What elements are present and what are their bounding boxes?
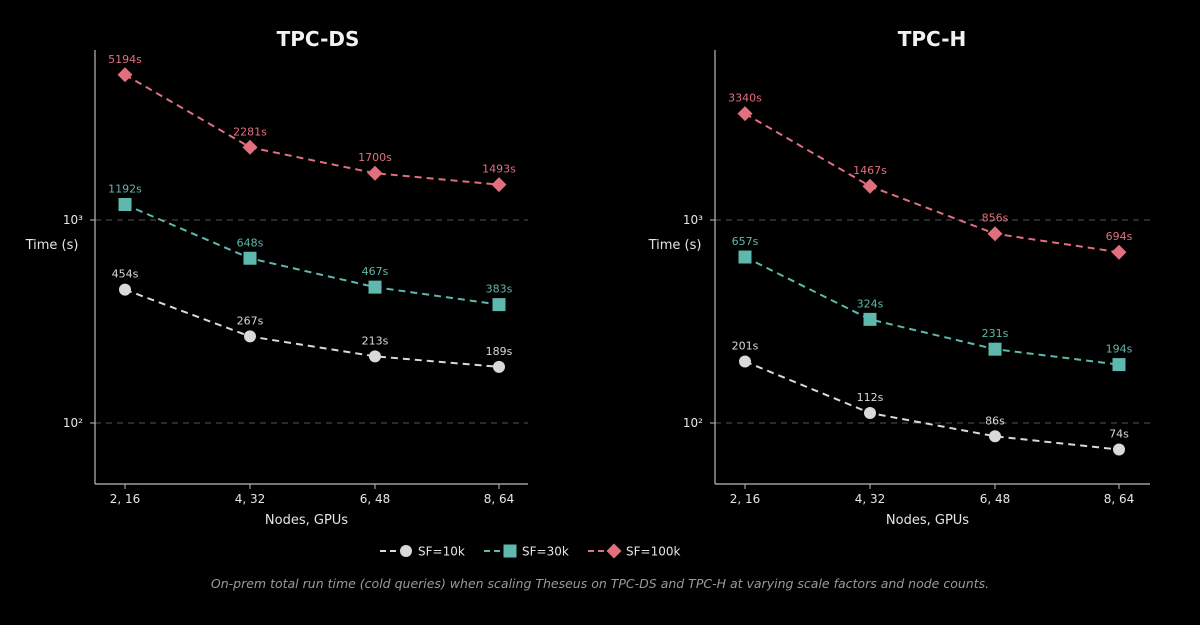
data-label-sf-30k: 1192s xyxy=(108,183,142,196)
y-tick-label: 10² xyxy=(63,416,83,430)
data-point-sf-30k xyxy=(1112,358,1126,372)
data-point-sf-10k xyxy=(119,283,131,296)
data-point-sf-100k xyxy=(862,178,878,194)
data-point-sf-30k xyxy=(863,312,877,326)
series-line-sf-10k xyxy=(744,360,1120,451)
data-label-sf-10k: 112s xyxy=(857,391,884,404)
legend-marker-sf-10k xyxy=(400,545,412,557)
series-line-sf-30k xyxy=(124,203,500,306)
data-label-sf-100k: 1700s xyxy=(358,151,392,164)
x-tick-label: 8, 64 xyxy=(484,492,515,506)
data-label-sf-100k: 1493s xyxy=(482,163,516,176)
series-line-sf-100k xyxy=(124,73,500,186)
y-tick-label: 10³ xyxy=(63,213,83,227)
data-point-sf-10k xyxy=(493,360,505,373)
data-point-sf-100k xyxy=(367,165,383,181)
x-tick-label: 2, 16 xyxy=(110,492,141,506)
data-point-sf-10k xyxy=(739,355,751,368)
data-label-sf-10k: 267s xyxy=(237,314,264,327)
chart-panel-tpc-ds: TPC-DS 10² 10³ 2, 16 4, 32 6, 48 8, 64 Nodes, G… xyxy=(25,27,528,528)
data-label-sf-30k: 467s xyxy=(362,265,389,278)
data-point-sf-100k xyxy=(242,139,258,155)
figure-caption: On-prem total run time (cold queries) wh… xyxy=(210,576,990,591)
data-point-sf-30k xyxy=(738,250,752,264)
legend-label-sf-10k: SF=10k xyxy=(418,545,465,559)
data-label-sf-100k: 3340s xyxy=(728,92,762,105)
data-label-sf-10k: 213s xyxy=(362,334,389,347)
data-label-sf-100k: 694s xyxy=(1106,230,1133,243)
x-tick-label: 6, 48 xyxy=(360,492,391,506)
legend: SF=10k SF=30k SF=100k xyxy=(380,543,680,559)
data-point-sf-30k xyxy=(118,198,132,212)
series-line-sf-100k xyxy=(744,112,1120,254)
data-label-sf-10k: 74s xyxy=(1109,428,1129,441)
data-point-sf-10k xyxy=(1113,443,1125,456)
chart-title: TPC-DS xyxy=(277,27,360,51)
series-line-sf-30k xyxy=(744,256,1120,366)
data-point-sf-100k xyxy=(491,177,507,193)
y-tick-label: 10² xyxy=(683,416,703,430)
x-tick-label: 4, 32 xyxy=(235,492,266,506)
data-label-sf-10k: 201s xyxy=(732,339,759,352)
data-label-sf-100k: 2281s xyxy=(233,125,267,138)
y-tick-label: 10³ xyxy=(683,213,703,227)
data-label-sf-100k: 856s xyxy=(982,212,1009,225)
data-label-sf-30k: 324s xyxy=(857,297,884,310)
data-point-sf-30k xyxy=(368,280,382,294)
data-label-sf-10k: 189s xyxy=(486,345,513,358)
chart-panel-tpc-h: TPC-H 10² 10³ 2, 16 4, 32 6, 48 8, 64 Nodes, GP… xyxy=(648,27,1150,528)
data-point-sf-30k xyxy=(243,251,257,265)
data-point-sf-10k xyxy=(244,330,256,343)
data-point-sf-10k xyxy=(864,407,876,420)
x-tick-label: 2, 16 xyxy=(730,492,761,506)
data-point-sf-10k xyxy=(369,350,381,363)
data-point-sf-30k xyxy=(988,342,1002,356)
data-label-sf-30k: 383s xyxy=(486,283,513,296)
series-line-sf-10k xyxy=(124,288,500,368)
data-label-sf-10k: 86s xyxy=(985,414,1005,427)
legend-marker-sf-30k xyxy=(503,544,517,558)
y-axis-label: Time (s) xyxy=(25,238,79,253)
data-point-sf-100k xyxy=(117,67,133,83)
y-axis-label: Time (s) xyxy=(648,238,702,253)
data-label-sf-10k: 454s xyxy=(112,268,139,281)
data-label-sf-30k: 194s xyxy=(1106,343,1133,356)
x-axis-label: Nodes, GPUs xyxy=(265,513,348,528)
data-label-sf-30k: 648s xyxy=(237,236,264,249)
chart-title: TPC-H xyxy=(898,27,966,51)
data-point-sf-100k xyxy=(737,106,753,122)
data-label-sf-30k: 231s xyxy=(982,327,1009,340)
data-point-sf-30k xyxy=(492,298,506,312)
x-tick-label: 6, 48 xyxy=(980,492,1011,506)
data-point-sf-100k xyxy=(1111,244,1127,260)
x-tick-label: 4, 32 xyxy=(855,492,886,506)
data-label-sf-100k: 1467s xyxy=(853,164,887,177)
data-point-sf-10k xyxy=(989,430,1001,443)
legend-label-sf-100k: SF=100k xyxy=(626,545,680,559)
legend-marker-sf-100k xyxy=(606,543,622,559)
data-label-sf-100k: 5194s xyxy=(108,53,142,66)
x-tick-label: 8, 64 xyxy=(1104,492,1135,506)
x-axis-label: Nodes, GPUs xyxy=(886,513,969,528)
data-label-sf-30k: 657s xyxy=(732,235,759,248)
data-point-sf-100k xyxy=(987,226,1003,242)
legend-label-sf-30k: SF=30k xyxy=(522,545,569,559)
